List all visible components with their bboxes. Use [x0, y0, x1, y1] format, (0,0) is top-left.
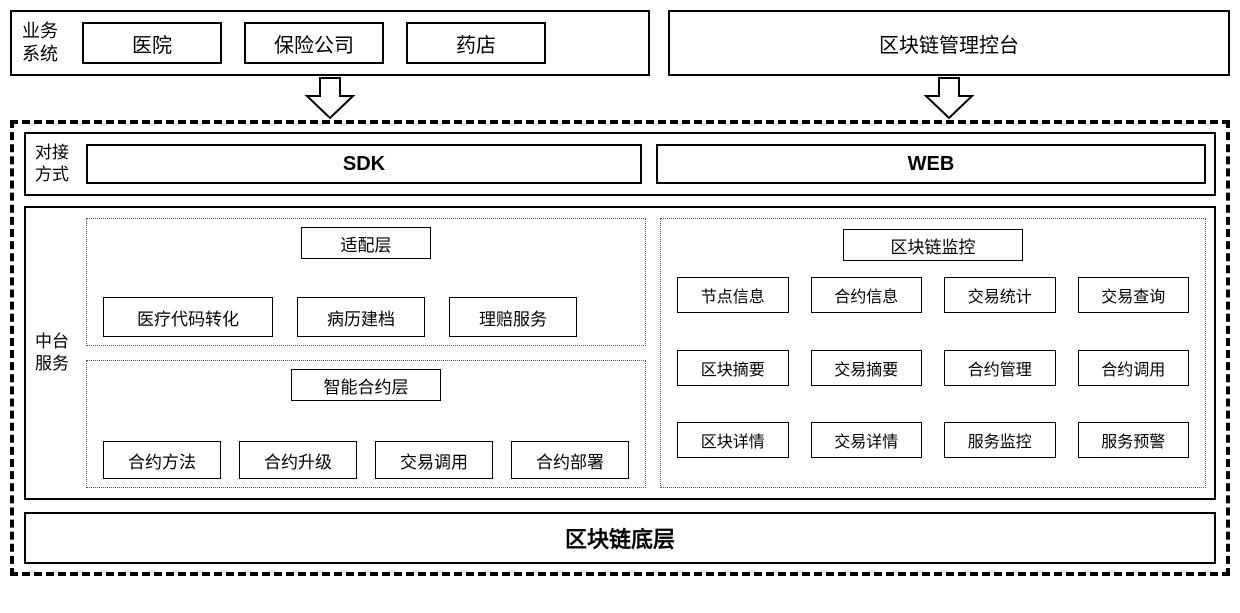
monitor-item-9: 交易详情 — [811, 422, 923, 458]
business-system-container: 业务系统 医院 保险公司 药店 — [10, 10, 650, 76]
business-system-items: 医院 保险公司 药店 — [68, 12, 648, 74]
blockchain-base-layer: 区块链底层 — [24, 512, 1216, 564]
middle-platform-label: 中台服务 — [26, 208, 78, 498]
adapter-item-0: 医疗代码转化 — [103, 297, 273, 337]
monitor-item-2: 交易统计 — [944, 277, 1056, 313]
pharmacy-box: 药店 — [406, 22, 546, 64]
monitor-item-5: 交易摘要 — [811, 350, 923, 386]
monitor-item-3: 交易查询 — [1078, 277, 1190, 313]
contract-item-0: 合约方法 — [103, 441, 221, 479]
monitor-item-0: 节点信息 — [677, 277, 789, 313]
top-row: 业务系统 医院 保险公司 药店 区块链管理控台 — [10, 10, 1230, 76]
adapter-layer-panel: 适配层 医疗代码转化 病历建档 理赔服务 — [86, 218, 646, 346]
monitor-item-8: 区块详情 — [677, 422, 789, 458]
monitor-item-10: 服务监控 — [944, 422, 1056, 458]
smart-contract-title: 智能合约层 — [291, 369, 441, 401]
contract-item-1: 合约升级 — [239, 441, 357, 479]
web-box: WEB — [656, 144, 1206, 184]
monitor-item-11: 服务预警 — [1078, 422, 1190, 458]
adapter-item-1: 病历建档 — [297, 297, 425, 337]
contract-item-2: 交易调用 — [375, 441, 493, 479]
business-system-label: 业务系统 — [12, 12, 68, 74]
adapter-item-2: 理赔服务 — [449, 297, 577, 337]
monitor-title: 区块链监控 — [843, 229, 1023, 261]
insurance-box: 保险公司 — [244, 22, 384, 64]
architecture-diagram: 业务系统 医院 保险公司 药店 区块链管理控台 — [10, 10, 1230, 576]
smart-contract-panel: 智能合约层 合约方法 合约升级 交易调用 合约部署 — [86, 360, 646, 488]
contract-item-3: 合约部署 — [511, 441, 629, 479]
arrow-down-icon — [295, 76, 365, 120]
monitor-item-6: 合约管理 — [944, 350, 1056, 386]
sdk-box: SDK — [86, 144, 642, 184]
blockchain-monitor-panel: 区块链监控 节点信息 合约信息 交易统计 交易查询 区块摘要 交易摘要 合约管理… — [660, 218, 1206, 488]
monitor-item-1: 合约信息 — [811, 277, 923, 313]
platform-dashed-container: 对接方式 SDK WEB 中台服务 适配层 医疗代码转化 病历建档 理赔服务 — [10, 120, 1230, 576]
interface-row: 对接方式 SDK WEB — [24, 132, 1216, 196]
interface-label: 对接方式 — [26, 134, 78, 194]
monitor-item-7: 合约调用 — [1078, 350, 1190, 386]
blockchain-console-box: 区块链管理控台 — [668, 10, 1230, 76]
middle-platform-row: 中台服务 适配层 医疗代码转化 病历建档 理赔服务 智能合约层 — [24, 206, 1216, 500]
hospital-box: 医院 — [82, 22, 222, 64]
arrow-down-icon — [914, 76, 984, 120]
adapter-title: 适配层 — [301, 227, 431, 259]
arrow-row — [10, 76, 1230, 120]
monitor-item-4: 区块摘要 — [677, 350, 789, 386]
